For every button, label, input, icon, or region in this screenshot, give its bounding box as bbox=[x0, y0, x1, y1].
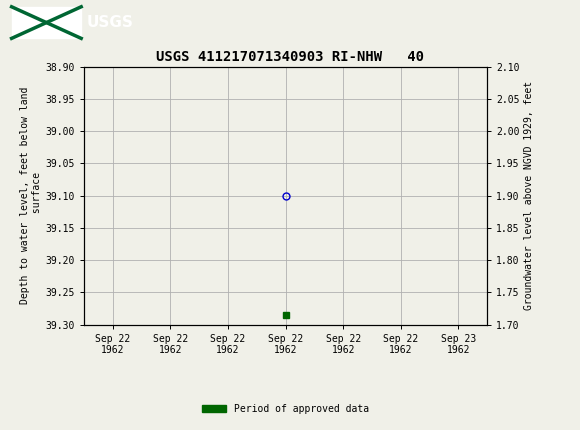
FancyBboxPatch shape bbox=[12, 7, 81, 38]
Text: USGS 411217071340903 RI-NHW   40: USGS 411217071340903 RI-NHW 40 bbox=[156, 50, 424, 64]
Y-axis label: Depth to water level, feet below land
 surface: Depth to water level, feet below land su… bbox=[20, 87, 42, 304]
Text: USGS: USGS bbox=[87, 15, 134, 30]
Legend: Period of approved data: Period of approved data bbox=[198, 400, 373, 418]
Y-axis label: Groundwater level above NGVD 1929, feet: Groundwater level above NGVD 1929, feet bbox=[524, 81, 534, 310]
